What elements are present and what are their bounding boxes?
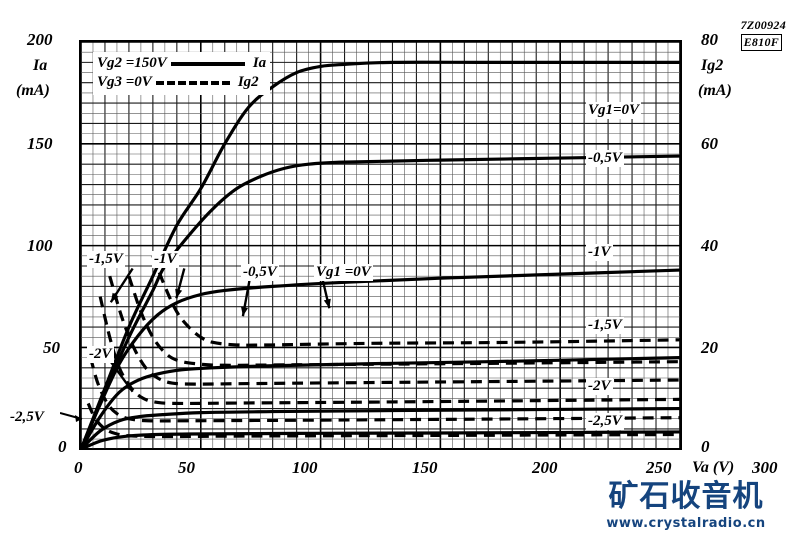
- ig2-label-m1v: -1V: [152, 251, 179, 268]
- chart-legend: Vg2 =150V Ia Vg3 =0V Ig2: [93, 52, 271, 95]
- curve-label-vg1-m25v: -2,5V: [586, 413, 624, 430]
- tube-type: E810F: [740, 34, 783, 51]
- x-tick-100: 100: [292, 458, 318, 477]
- chart-curves: [81, 60, 680, 450]
- ig2-label-m15v: -1,5V: [87, 251, 125, 268]
- y-tick-150: 150: [27, 134, 53, 153]
- drawing-number: 7Z00924: [740, 18, 786, 32]
- y-axis-unit-ia: (mA): [16, 82, 50, 99]
- ig2-label-m2v: -2V: [87, 346, 114, 363]
- watermark-url: www.crystalradio.cn: [606, 516, 766, 531]
- chart-plot-area: Vg2 =150V Ia Vg3 =0V Ig2 Vg1=0V -0,5V -1…: [79, 40, 682, 450]
- y2-tick-80: 80: [701, 30, 718, 49]
- y-tick-100: 100: [27, 236, 53, 255]
- legend-swatch-ia: [170, 61, 245, 66]
- curve-label-vg1-m15v: -1,5V: [586, 317, 624, 334]
- y-axis-title-ia: Ia: [33, 57, 48, 74]
- x-tick-150: 150: [412, 458, 438, 477]
- drawing-number-block: 7Z00924 E810F: [740, 18, 786, 51]
- watermark-text: 矿石收音机: [608, 479, 764, 514]
- y-tick-200: 200: [27, 30, 53, 49]
- x-tick-50: 50: [178, 458, 195, 477]
- watermark: 矿石收音机 www.crystalradio.cn: [588, 479, 784, 532]
- curve-label-vg1-m2v: -2V: [586, 378, 613, 395]
- x-tick-250: 250: [646, 458, 672, 477]
- legend-condition-vg2: Vg2 =150V: [97, 55, 167, 71]
- x-tick-200: 200: [532, 458, 558, 477]
- x-tick-0: 0: [74, 458, 83, 477]
- y2-axis-unit-ig2: (mA): [698, 82, 732, 99]
- curve-label-vg1-0v: Vg1=0V: [586, 102, 642, 119]
- y-tick-0: 0: [58, 437, 67, 456]
- x-tick-300: 300: [752, 458, 778, 477]
- y2-axis-title-ig2: Ig2: [701, 57, 724, 74]
- ig2-label-m05v: -0,5V: [241, 264, 279, 281]
- ig2-label-m25v: -2,5V: [10, 409, 44, 425]
- y2-tick-60: 60: [701, 134, 718, 153]
- x-axis-title: Va (V): [692, 459, 735, 476]
- curve-label-vg1-m05v: -0,5V: [586, 150, 624, 167]
- curve-label-vg1-m1v: -1V: [586, 244, 613, 261]
- y2-tick-40: 40: [701, 236, 718, 255]
- legend-label-ia: Ia: [252, 55, 267, 71]
- legend-swatch-ig2: [155, 80, 230, 85]
- ig2-label-vg1-0v: Vg1 =0V: [314, 264, 373, 281]
- y-tick-50: 50: [43, 338, 60, 357]
- y2-tick-20: 20: [701, 338, 718, 357]
- legend-condition-vg3: Vg3 =0V: [97, 74, 152, 90]
- legend-label-ig2: Ig2: [237, 74, 259, 90]
- y2-tick-0: 0: [701, 437, 710, 456]
- ig2-m25v-pointer: [60, 412, 83, 422]
